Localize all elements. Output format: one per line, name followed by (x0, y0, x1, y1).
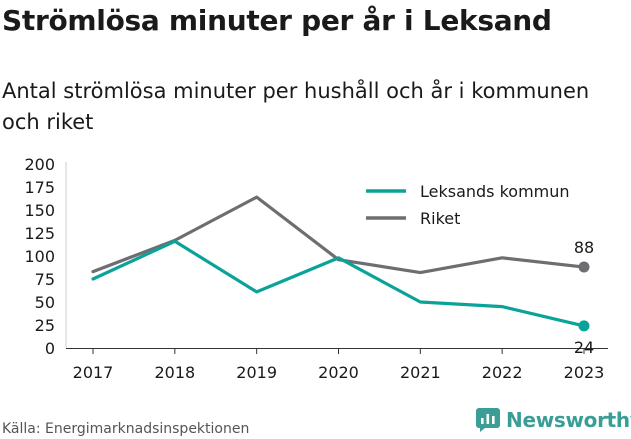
x-tick-label: 2019 (236, 363, 277, 382)
x-tick-label: 2021 (400, 363, 441, 382)
x-tick-label: 2020 (318, 363, 359, 382)
x-tick-label: 2018 (154, 363, 195, 382)
series-end-label: 88 (574, 238, 594, 257)
y-tick-label: 125 (24, 224, 55, 243)
brand-name: Newsworthy (506, 408, 631, 432)
y-tick-label: 100 (24, 247, 55, 266)
newsworthy-logo-icon (476, 408, 500, 432)
series-end-label: 24 (574, 338, 594, 357)
x-tick-label: 2022 (482, 363, 523, 382)
series-end-point (578, 320, 590, 332)
y-tick-label: 75 (35, 270, 55, 289)
legend-background (356, 175, 606, 235)
x-tick-label: 2023 (564, 363, 605, 382)
y-tick-label: 175 (24, 178, 55, 197)
series-line-leksand (91, 239, 586, 328)
y-tick-label: 150 (24, 201, 55, 220)
y-tick-label: 50 (35, 293, 55, 312)
brand-logo: Newsworthy (476, 408, 631, 432)
y-tick-label: 200 (24, 155, 55, 174)
y-tick-label: 0 (45, 339, 55, 358)
y-tick-label: 25 (35, 316, 55, 335)
chart-subtitle: Antal strömlösa minuter per hushåll och … (2, 79, 590, 134)
legend-label: Riket (420, 209, 460, 228)
chart-title: Strömlösa minuter per år i Leksand (2, 4, 552, 37)
source-note: Källa: Energimarknadsinspektionen (2, 421, 250, 437)
line-chart: 0 25 50 75 100 125 150 175 200 2017 2018 2019 2020 20… (24, 155, 608, 382)
series-end-point (578, 261, 590, 273)
x-tick-label: 2017 (73, 363, 114, 382)
legend-label: Leksands kommun (420, 182, 570, 201)
